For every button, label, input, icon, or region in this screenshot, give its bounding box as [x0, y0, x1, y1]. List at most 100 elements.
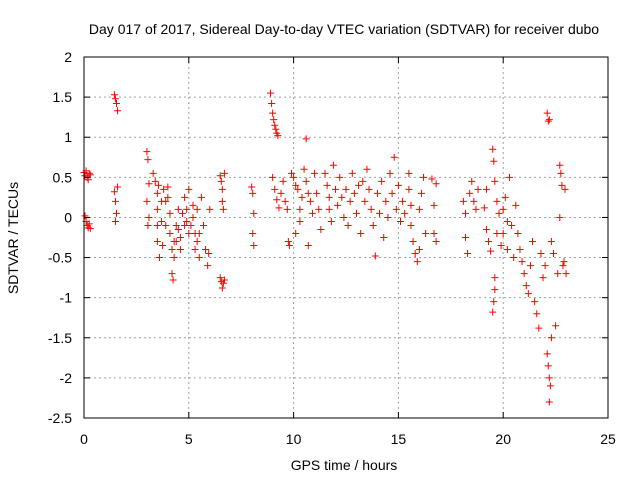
data-point: [199, 221, 207, 229]
data-point: [217, 177, 225, 185]
data-point: [202, 246, 210, 254]
data-point: [485, 238, 493, 246]
data-point: [81, 212, 89, 220]
data-point: [145, 180, 153, 188]
data-point: [162, 221, 170, 229]
x-axis-label: GPS time / hours: [291, 457, 398, 473]
data-point: [344, 221, 352, 229]
data-point: [145, 213, 153, 221]
data-point: [296, 205, 304, 213]
data-point: [86, 171, 94, 179]
data-point: [325, 205, 333, 213]
data-point: [294, 185, 302, 193]
data-point: [317, 225, 325, 233]
data-point: [415, 246, 423, 254]
data-point: [524, 290, 532, 298]
plot-frame: [83, 56, 609, 419]
data-point: [219, 205, 227, 213]
data-point: [218, 185, 226, 193]
data-point: [529, 238, 537, 246]
data-point: [249, 229, 257, 237]
data-point: [110, 188, 118, 196]
data-point: [474, 185, 482, 193]
y-tick-label: -2: [60, 370, 73, 386]
data-point: [461, 209, 469, 217]
data-point: [179, 209, 187, 217]
data-point: [490, 298, 498, 306]
data-point: [495, 209, 503, 217]
data-point: [338, 193, 346, 201]
data-point: [376, 209, 384, 217]
data-point: [493, 229, 501, 237]
data-point: [541, 262, 549, 270]
y-tick-label: -0.5: [48, 250, 72, 266]
data-point: [545, 398, 553, 406]
data-point: [272, 125, 280, 133]
x-tick-label: 10: [286, 431, 302, 447]
data-point: [281, 197, 289, 205]
data-point: [554, 270, 562, 278]
data-point: [298, 193, 306, 201]
data-point: [489, 145, 497, 153]
gridlines: [84, 57, 608, 418]
data-point: [187, 221, 195, 229]
data-point: [219, 279, 227, 287]
data-point: [361, 197, 369, 205]
data-point: [489, 308, 497, 316]
data-point: [170, 254, 178, 262]
data-point: [543, 109, 551, 117]
data-point: [205, 250, 213, 258]
data-point: [526, 262, 534, 270]
data-point: [459, 197, 467, 205]
data-point: [352, 209, 360, 217]
data-point: [111, 197, 119, 205]
data-point: [323, 181, 331, 189]
data-point: [271, 185, 279, 193]
data-point: [273, 196, 281, 204]
data-point: [491, 177, 499, 185]
data-point: [365, 185, 373, 193]
data-point: [355, 181, 363, 189]
data-point: [487, 247, 495, 255]
data-point: [432, 238, 440, 246]
data-point: [380, 234, 388, 241]
data-point: [512, 201, 520, 209]
data-point: [503, 217, 511, 225]
data-point: [185, 229, 193, 237]
data-point: [166, 209, 174, 217]
data-point: [373, 189, 381, 197]
data-point: [155, 254, 163, 262]
data-point: [197, 193, 205, 201]
data-point: [269, 109, 277, 117]
data-point: [430, 201, 438, 209]
data-point: [172, 221, 180, 229]
data-point: [304, 242, 312, 250]
data-point: [544, 117, 552, 125]
data-point: [304, 189, 312, 197]
x-tick-label: 15: [391, 431, 407, 447]
data-point: [153, 205, 161, 213]
data-point: [332, 185, 340, 193]
data-point: [191, 246, 199, 254]
data-point: [394, 181, 402, 189]
data-point: [407, 201, 415, 209]
data-point: [153, 189, 161, 197]
data-point: [218, 197, 226, 205]
data-point: [382, 197, 390, 205]
data-point: [550, 250, 558, 258]
data-point: [172, 238, 180, 246]
data-point: [274, 132, 282, 140]
data-point: [154, 181, 162, 189]
data-point: [388, 189, 396, 197]
data-point: [250, 242, 258, 250]
axis-ticks: 0 5 10 15 20 25 -2.5 -2 -1.5 -1 -0.5 0 0.5 1 1.5 2: [48, 49, 616, 447]
data-point: [499, 205, 507, 213]
data-point: [482, 185, 490, 193]
data-point: [545, 116, 553, 124]
data-point: [501, 193, 509, 201]
data-point: [164, 183, 172, 191]
data-point: [490, 157, 498, 165]
y-tick-label: -1: [60, 290, 73, 306]
data-point: [533, 310, 541, 318]
data-point: [275, 204, 283, 212]
